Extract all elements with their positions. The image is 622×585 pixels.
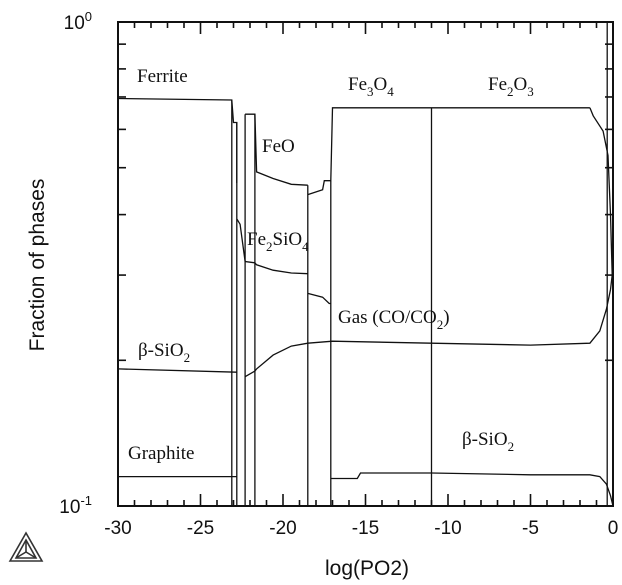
x-tick-label: -15 (352, 518, 379, 539)
axis-ticks: -30 -25 -20 -15 -10 -5 0 10-1 100 (59, 9, 618, 539)
x-tick-label: -10 (434, 518, 461, 539)
x-tick-label: -20 (269, 518, 296, 539)
series-line-2 (245, 113, 308, 186)
x-tick-label: 0 (608, 518, 619, 539)
y-tick-label: 100 (64, 9, 92, 34)
phase-label-ferrite: Ferrite (137, 66, 188, 87)
y-axis-title: Fraction of phases (26, 179, 49, 352)
series-line-8 (117, 368, 237, 373)
series-line-4 (589, 107, 613, 276)
series-line-7 (244, 275, 613, 378)
series-line-3 (307, 107, 590, 196)
phase-label-sio2-right: β-SiO2 (462, 429, 514, 454)
y-tick-label: 10-1 (59, 493, 92, 518)
phase-label-fe2sio4: Fe2SiO4 (247, 229, 309, 254)
phase-label-graphite: Graphite (128, 443, 194, 464)
phase-curves (117, 22, 614, 507)
x-tick-label: -25 (187, 518, 214, 539)
phase-labels: Ferrite FeO Fe3O4 Fe2O3 Fe2SiO4 Gas (CO/CO2) β… (128, 66, 534, 464)
phase-label-fe3o4: Fe3O4 (348, 74, 394, 99)
phase-label-feo: FeO (262, 136, 295, 157)
software-logo-icon (8, 531, 44, 562)
x-axis-title: log(PO2) (325, 557, 409, 580)
x-tick-label: -5 (522, 518, 539, 539)
series-line-1 (117, 97, 238, 183)
series-line-5 (236, 218, 308, 275)
series-line-6 (307, 292, 331, 305)
x-tick-label: -30 (104, 518, 131, 539)
phase-label-sio2-left: β-SiO2 (138, 340, 190, 365)
phase-label-fe2o3: Fe2O3 (488, 74, 534, 99)
phase-label-gas: Gas (CO/CO2) (338, 307, 450, 332)
series-line-10 (330, 472, 614, 507)
